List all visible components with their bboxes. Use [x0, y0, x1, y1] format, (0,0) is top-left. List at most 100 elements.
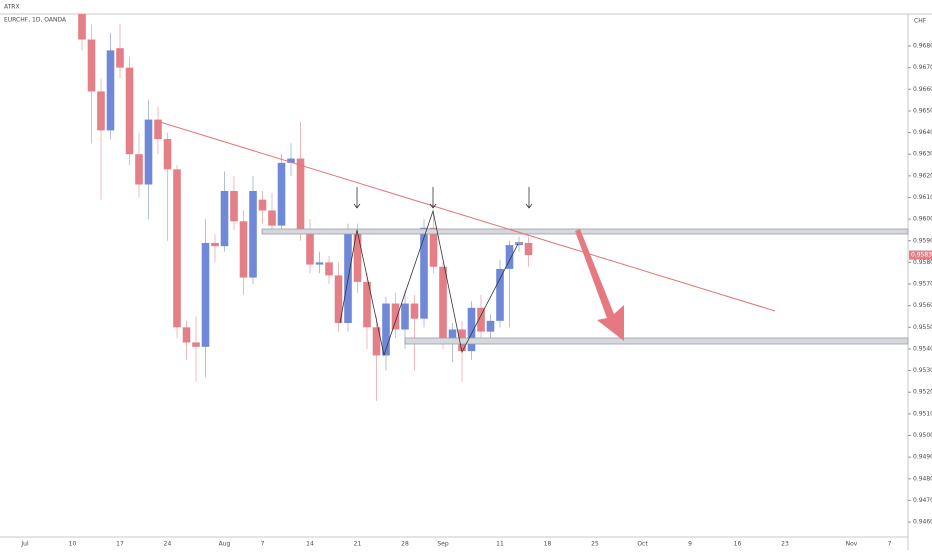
y-tick-label: 0.95900: [913, 237, 932, 244]
x-tick-label: Sep: [437, 541, 449, 548]
y-tick-label: 0.96000: [913, 216, 932, 223]
x-tick-label: 25: [591, 541, 599, 548]
pattern-line: [339, 209, 520, 357]
candle-body: [325, 262, 333, 276]
y-tick-label: 0.95400: [913, 345, 932, 352]
candle-body: [344, 229, 352, 323]
candle-body: [401, 303, 409, 330]
y-tick-label: 0.96700: [913, 64, 932, 71]
candle-body: [277, 162, 286, 226]
y-tick-label: 0.95600: [913, 302, 932, 309]
x-tick-label: Nov: [846, 541, 858, 548]
candle-body: [192, 342, 200, 347]
candle-body: [106, 50, 115, 131]
y-tick-label: 0.95100: [913, 410, 932, 417]
x-tick-label: 21: [354, 541, 362, 548]
candle-body: [515, 242, 523, 246]
candle-body: [391, 303, 400, 330]
candle-body: [315, 262, 324, 265]
last-price-label: 0.95834: [911, 252, 932, 259]
candle-body: [154, 119, 162, 140]
candle-body: [306, 229, 314, 265]
candle-body: [135, 154, 143, 185]
y-tick-label: 0.94800: [913, 475, 932, 482]
x-tick-label: 11: [496, 541, 504, 548]
candle-body: [173, 169, 181, 328]
candle-body: [116, 48, 124, 68]
candle-body: [334, 275, 343, 323]
candle-body: [448, 329, 457, 341]
x-tick-label: 7: [261, 541, 265, 548]
y-tick-label: 0.95000: [913, 432, 932, 439]
candle-body: [524, 242, 533, 256]
currency-label: CHF: [914, 18, 927, 25]
y-tick-label: 0.95500: [913, 324, 932, 331]
axes: 0.94600 0.94700 0.94800 0.94900 0.95000 0.951…: [20, 43, 932, 548]
x-tick-label: 23: [781, 541, 789, 548]
y-tick-label: 0.94600: [913, 519, 932, 526]
trend-line: [159, 121, 776, 312]
candle-body: [496, 268, 504, 321]
y-tick-label: 0.96100: [913, 194, 932, 201]
y-tick-label: 0.96300: [913, 151, 932, 158]
candle-body: [439, 266, 447, 341]
candle-body: [144, 119, 153, 185]
candle-body: [477, 307, 485, 332]
candle-body: [258, 199, 267, 211]
x-tick-label: 10: [69, 541, 77, 548]
candle-body: [353, 229, 362, 282]
y-tick-label: 0.96400: [913, 129, 932, 136]
candle-body: [239, 221, 248, 278]
candle-body: [410, 303, 419, 319]
y-tick-label: 0.96500: [913, 107, 932, 114]
candle-body: [363, 281, 371, 328]
candle-body: [201, 242, 210, 347]
candle-body: [163, 139, 172, 170]
last-price-box: [909, 250, 932, 260]
x-tick-label: Jul: [20, 541, 29, 548]
candle-body: [87, 39, 96, 92]
y-tick-label: 0.94700: [913, 497, 932, 504]
candle-body: [78, 14, 86, 40]
x-tick-label: 14: [306, 541, 314, 548]
chart-title: ATRX: [4, 4, 20, 11]
candle-body: [420, 227, 428, 319]
candle-body: [249, 191, 257, 278]
candle-body: [97, 91, 105, 131]
marker: [515, 242, 523, 244]
candle-body: [429, 227, 438, 267]
projection-arrow: [575, 229, 624, 341]
support-zone: [404, 337, 909, 345]
y-tick-label: 0.95200: [913, 389, 932, 396]
candle-body: [486, 320, 495, 332]
candle-body: [287, 158, 295, 163]
y-tick-label: 0.95300: [913, 367, 932, 374]
candle-body: [211, 242, 219, 247]
x-tick-label: 18: [544, 541, 552, 548]
candle-body: [220, 191, 229, 247]
y-tick-label: 0.96200: [913, 172, 932, 179]
symbol-label: EURCHF, 1D, OANDA: [4, 17, 67, 24]
down-arrow: [429, 187, 437, 209]
arrows: [353, 187, 533, 209]
x-tick-label: 28: [401, 541, 409, 548]
candle-body: [467, 307, 476, 352]
y-tick-label: 0.96800: [913, 43, 932, 50]
y-tick-label: 0.95700: [913, 281, 932, 288]
x-tick-label: Aug: [219, 541, 231, 548]
x-tick-label: 24: [164, 541, 172, 548]
y-tick-label: 0.94900: [913, 454, 932, 461]
drawings: [159, 121, 909, 357]
resistance-zone: [261, 228, 909, 235]
candle-body: [125, 67, 134, 155]
y-tick-label: 0.96600: [913, 86, 932, 93]
candle-body: [268, 210, 276, 226]
candle-body: [230, 191, 238, 222]
down-arrow: [525, 187, 533, 209]
candle-body: [505, 245, 514, 269]
x-tick-label: 17: [116, 541, 124, 548]
x-tick-label: 7: [888, 541, 892, 548]
x-tick-label: 16: [734, 541, 742, 548]
x-tick-label: Oct: [637, 541, 648, 548]
